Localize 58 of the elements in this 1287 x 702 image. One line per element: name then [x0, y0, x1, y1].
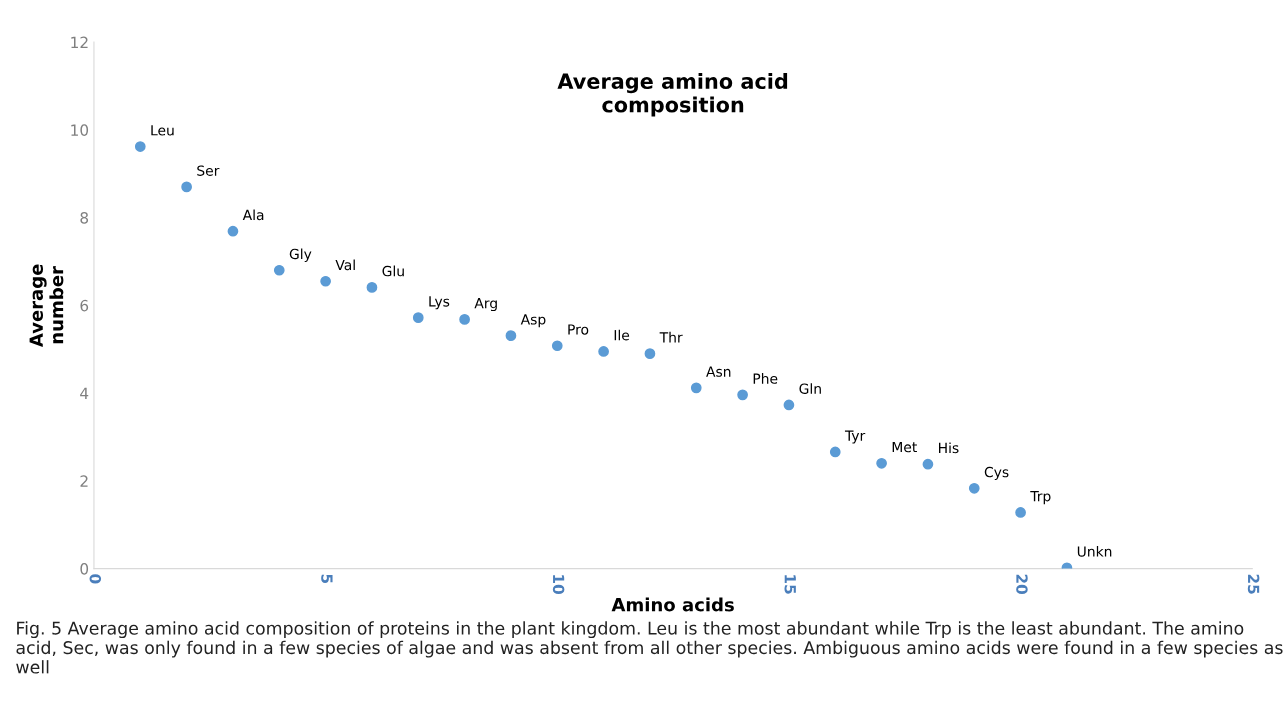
annotation: Trp	[1030, 491, 1051, 505]
x-tick-label: 15	[784, 575, 796, 594]
caption: Fig. 5 Average amino acid composition of proteins in the plant kingdom. Leu is the most abundant while Trp is the least abundant. The amino acid, Sec, was only found in a few species of algae and was absent from all other species. Ambiguous amino acids were found in a few species as well	[16, 621, 1283, 674]
x-axis-title: Amino acids	[611, 597, 734, 612]
point	[273, 264, 285, 276]
point	[1015, 507, 1026, 518]
y-tick-label: 10	[71, 124, 89, 136]
annotation: Ala	[242, 209, 264, 221]
x-tick-label: 20	[1016, 574, 1028, 595]
annotation: Asn	[706, 366, 731, 377]
point	[320, 275, 331, 287]
point	[644, 348, 656, 359]
x-tick-label: 25	[1247, 574, 1260, 594]
point	[737, 389, 748, 401]
y-tick-label: 6	[80, 299, 89, 312]
annotation: Ser	[197, 165, 220, 176]
point	[876, 457, 887, 469]
annotation: His	[939, 442, 959, 454]
annotation: Pro	[568, 324, 589, 335]
annotation: Cys	[984, 466, 1009, 480]
y-tick-label: 2	[80, 475, 88, 487]
point	[690, 382, 702, 394]
annotation: Thr	[659, 331, 683, 343]
annotation: Tyr	[844, 430, 866, 444]
annotation: Leu	[151, 125, 174, 136]
point	[134, 141, 146, 152]
point	[922, 458, 934, 470]
annotation: Arg	[474, 298, 497, 312]
point	[366, 282, 378, 293]
annotation: Val	[335, 259, 355, 271]
point	[181, 181, 192, 193]
point	[459, 314, 470, 325]
annotation: Unkn	[1077, 545, 1112, 557]
x-tick-label: 0	[89, 574, 102, 584]
annotation: Phe	[753, 373, 778, 384]
point	[551, 340, 563, 352]
point	[783, 399, 795, 411]
point	[598, 346, 609, 357]
y-tick-label: 8	[80, 212, 89, 224]
point	[505, 330, 517, 341]
point	[829, 446, 841, 458]
x-tick-label: 5	[321, 574, 333, 584]
y-tick-label: 12	[71, 36, 88, 48]
annotation: Asp	[520, 314, 546, 328]
x-tick-label: 10	[552, 575, 565, 595]
text: Average amino acid composition	[557, 72, 788, 117]
y-tick-label: 0	[80, 563, 89, 575]
point	[968, 482, 980, 494]
annotation: Gly	[289, 248, 312, 262]
annotation: Met	[892, 441, 917, 453]
y-axis-title: Average number	[29, 264, 64, 348]
y-tick-label: 4	[80, 387, 89, 399]
annotation: Lys	[429, 296, 450, 310]
annotation: Ile	[614, 329, 630, 341]
point	[412, 312, 424, 324]
annotation: Glu	[382, 265, 404, 277]
annotation: Gln	[799, 383, 821, 394]
point	[227, 225, 239, 237]
